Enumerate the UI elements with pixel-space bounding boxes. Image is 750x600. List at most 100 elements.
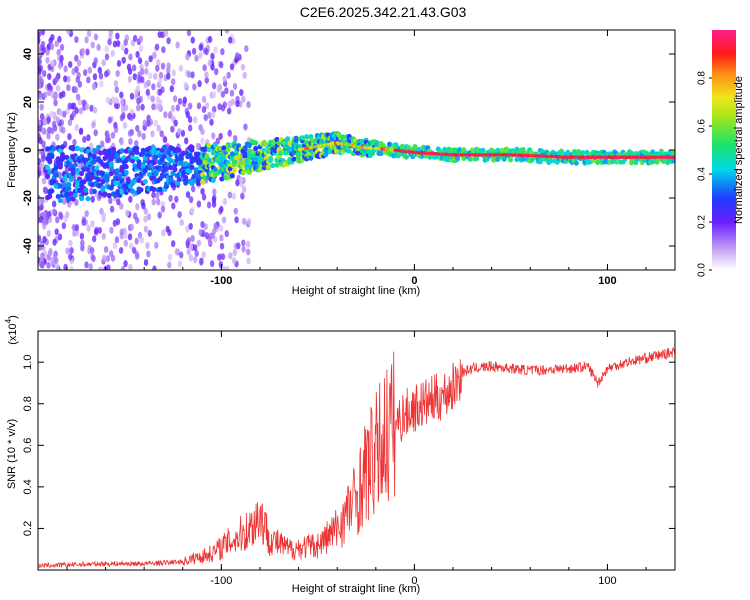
spectrogram-noise-cell: [54, 75, 59, 83]
spectrogram-noise-cell: [204, 76, 209, 84]
spectrogram-noise-cell: [168, 194, 173, 202]
spectrogram-noise-cell: [53, 93, 58, 101]
spectrogram-noise-cell: [38, 57, 42, 65]
spectrogram-noise-cell: [194, 54, 199, 62]
spectrogram-noise-cell: [135, 51, 140, 59]
spectrogram-noise-cell: [227, 129, 232, 137]
spectrogram-noise-cell: [174, 248, 179, 256]
spectrogram-noise-cell: [59, 43, 65, 51]
spectrogram-noise-cell: [99, 80, 104, 88]
spectrogram-noise-cell: [132, 34, 138, 42]
spectrogram-noise-cell: [65, 211, 70, 219]
spectrogram-noise-cell: [107, 116, 113, 124]
spectrogram-noise-cell: [235, 179, 240, 187]
spectrogram-noise-cell: [135, 124, 140, 132]
spectrogram-noise-cell: [211, 196, 217, 204]
spectrogram-noise-cell: [108, 196, 113, 204]
spectrogram-band-cell: [57, 197, 63, 204]
spectrogram-noise-cell: [39, 148, 45, 156]
spectrogram-noise-cell: [115, 218, 121, 226]
spectrogram-noise-cell: [143, 258, 149, 266]
spectrogram-noise-cell: [129, 223, 134, 231]
spectrogram-noise-cell: [207, 59, 213, 67]
spectrogram-band-cell: [164, 166, 170, 172]
spectrogram-noise-cell: [206, 201, 212, 209]
spectrogram-noise-cell: [76, 59, 82, 67]
spectrogram-noise-cell: [41, 177, 47, 185]
spectrogram-noise-cell: [69, 265, 74, 270]
spectrogram-noise-cell: [101, 254, 107, 262]
spectrogram-noise-cell: [216, 85, 222, 93]
spectrogram-noise-cell: [196, 239, 202, 247]
spectrogram-noise-cell: [186, 30, 192, 37]
spectrogram-band-cell: [100, 185, 106, 191]
spectrogram-band-cell: [62, 182, 68, 188]
spectrogram-band-cell: [200, 179, 206, 185]
spectrogram-band-cell: [55, 193, 61, 200]
spectrogram-band-cell: [293, 137, 299, 144]
spectrogram-noise-cell: [232, 249, 238, 257]
spectrogram-band-cell: [64, 191, 70, 197]
snr-ticks: -100 0 100 0.2 0.4 0.6 0.8 1.0: [22, 331, 675, 587]
spectrogram-ticks: -100 0 100 -40 -20 0 20 40: [22, 30, 675, 287]
spectrogram-band-cell: [168, 157, 174, 164]
spectrogram-noise-cell: [224, 30, 230, 34]
spectrogram-noise-cell: [127, 75, 133, 83]
snr-ytick-label: 0.4: [22, 479, 34, 494]
spectrogram-noise-cell: [123, 232, 128, 240]
spectrogram-band-cell: [68, 176, 74, 182]
spectrogram-noise-cell: [154, 43, 160, 51]
spectrogram-noise-cell: [152, 265, 157, 270]
spectrogram-band-cell: [136, 159, 142, 165]
spectrogram-band-cell: [49, 152, 55, 159]
spectrogram-noise-cell: [77, 98, 83, 106]
spectrogram-band-cell: [132, 178, 138, 184]
snr-xtick-label: -100: [210, 575, 232, 587]
spectrogram-noise-cell: [42, 69, 47, 77]
spectrogram-noise-cell: [190, 185, 196, 193]
spectrogram-noise-cell: [61, 222, 67, 230]
colorbar-tick-label: 0.2: [697, 215, 708, 229]
spectrogram-noise-cell: [167, 261, 172, 269]
spectrogram-noise-cell: [236, 242, 241, 250]
spectrogram-noise-cell: [49, 43, 55, 51]
spectrogram-noise-cell: [118, 246, 124, 254]
spectrogram-noise-cell: [131, 246, 137, 254]
spectrogram-xtick-label: 100: [598, 275, 616, 287]
spectrogram-band-cell: [123, 164, 129, 170]
spectrogram-band-cell: [229, 151, 235, 157]
spectrogram-noise-cell: [144, 67, 149, 75]
spectrogram-band-cell: [161, 144, 167, 150]
spectrogram-noise-cell: [177, 128, 182, 136]
spectrogram-band-cell: [308, 155, 314, 161]
spectrogram-noise-cell: [196, 200, 202, 208]
snr-scale-base: (x10: [7, 323, 19, 344]
spectrogram-noise-cell: [42, 186, 48, 194]
spectrogram-band-cell: [671, 157, 675, 163]
spectrogram-noise-cell: [92, 235, 97, 243]
spectrogram-noise-cell: [167, 253, 173, 261]
spectrogram-ytick-label: 20: [22, 96, 34, 108]
spectrogram-band-cell: [206, 143, 212, 149]
colorbar-tick-label: 0.0: [697, 263, 708, 277]
spectrogram-noise-cell: [128, 263, 133, 270]
snr-scale-exp: 4: [4, 318, 13, 323]
spectrogram-band-cell: [176, 147, 182, 153]
spectrogram-band-cell: [242, 150, 248, 157]
snr-ytick-label: 1.0: [22, 355, 34, 370]
spectrogram-noise-cell: [197, 80, 202, 88]
spectrogram-noise-cell: [241, 239, 246, 247]
spectrogram-band-cell: [299, 135, 305, 141]
spectrogram-noise-cell: [120, 265, 126, 270]
spectrogram-noise-cell: [231, 192, 237, 200]
spectrogram-noise-cell: [211, 82, 217, 90]
spectrogram-noise-cell: [72, 138, 77, 146]
spectrogram-noise-cell: [113, 80, 119, 88]
spectrogram-noise-cell: [207, 111, 212, 119]
spectrogram-noise-cell: [154, 241, 159, 249]
spectrogram-noise-cell: [188, 222, 193, 230]
spectrogram-band-cell: [123, 169, 129, 176]
spectrogram-noise-cell: [119, 228, 124, 236]
spectrogram-band-cell: [45, 173, 51, 179]
spectrogram-noise-cell: [46, 116, 52, 124]
